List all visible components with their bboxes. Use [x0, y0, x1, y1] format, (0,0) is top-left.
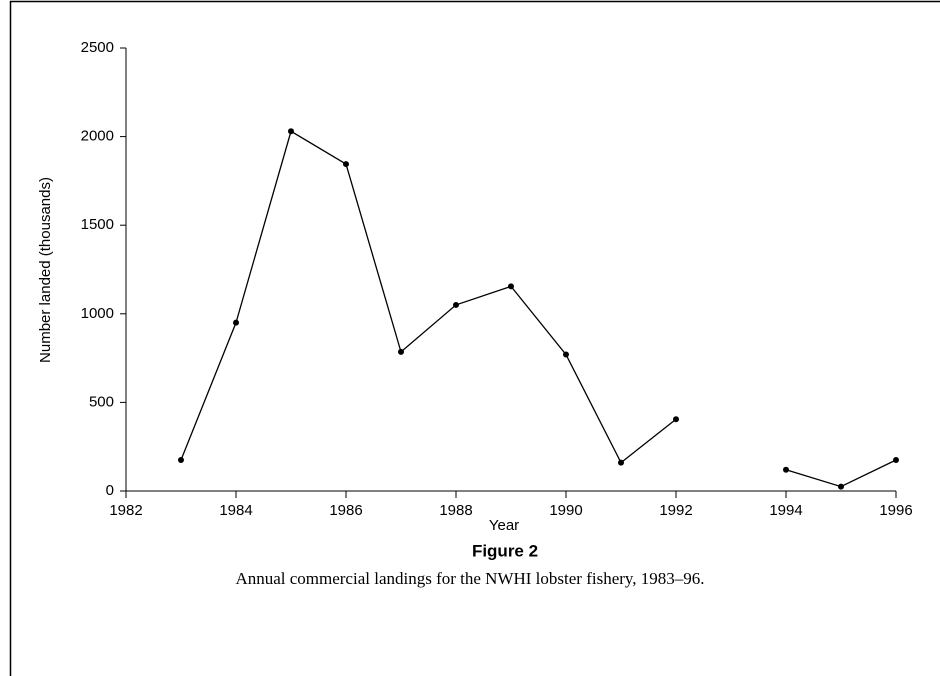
data-point [343, 161, 349, 168]
y-tick-label: 1000 [81, 305, 114, 322]
x-tick-label: 1982 [109, 502, 142, 519]
data-point [178, 456, 184, 463]
y-tick-label: 2500 [81, 39, 114, 56]
y-tick-label: 0 [106, 482, 114, 499]
data-point [233, 319, 239, 326]
data-point [288, 128, 294, 135]
y-tick-label: 500 [89, 393, 114, 410]
x-axis-label: Year [489, 517, 519, 534]
data-point [838, 483, 844, 490]
x-tick-label: 1984 [219, 502, 252, 519]
data-point [673, 416, 679, 423]
data-point [618, 459, 624, 466]
x-tick-label: 1994 [769, 502, 802, 519]
data-point [453, 301, 459, 308]
y-tick-label: 1500 [81, 216, 114, 233]
chart-title: Figure 2 [472, 541, 538, 560]
data-point [893, 456, 899, 463]
data-point [563, 351, 569, 358]
data-line [180, 130, 897, 488]
y-tick-label: 2000 [81, 128, 114, 145]
chart-caption: Annual commercial landings for the NWHI … [235, 569, 704, 588]
y-axis-label: Number landed (thousands) [37, 177, 54, 363]
data-point [508, 283, 514, 290]
x-tick-label: 1986 [329, 502, 362, 519]
x-tick-label: 1990 [549, 502, 582, 519]
x-tick-label: 1996 [879, 502, 912, 519]
data-point [398, 348, 404, 355]
x-tick-label: 1992 [659, 502, 692, 519]
data-point [783, 466, 789, 473]
x-tick-label: 1988 [439, 502, 472, 519]
